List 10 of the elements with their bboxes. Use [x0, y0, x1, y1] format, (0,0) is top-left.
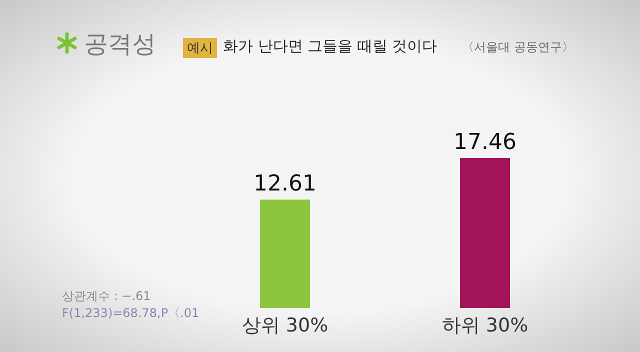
data-label: 12.61 — [254, 172, 316, 197]
x-tick-label: 상위 30% — [242, 314, 328, 336]
x-tick-label: 하위 30% — [442, 314, 528, 336]
annotation: F(1,233)=68.78,P〈.01 — [62, 305, 200, 322]
chart-subtitle: 화가 난다면 그들을 때릴 것이다 — [223, 37, 438, 56]
chart-title: 공격성 — [84, 29, 156, 60]
text: 예시 — [183, 38, 217, 58]
data-label: 17.46 — [454, 130, 516, 155]
text: 상관계수 : −.61 — [62, 288, 151, 305]
text: 〈서울대 공동연구〉 — [462, 39, 574, 56]
